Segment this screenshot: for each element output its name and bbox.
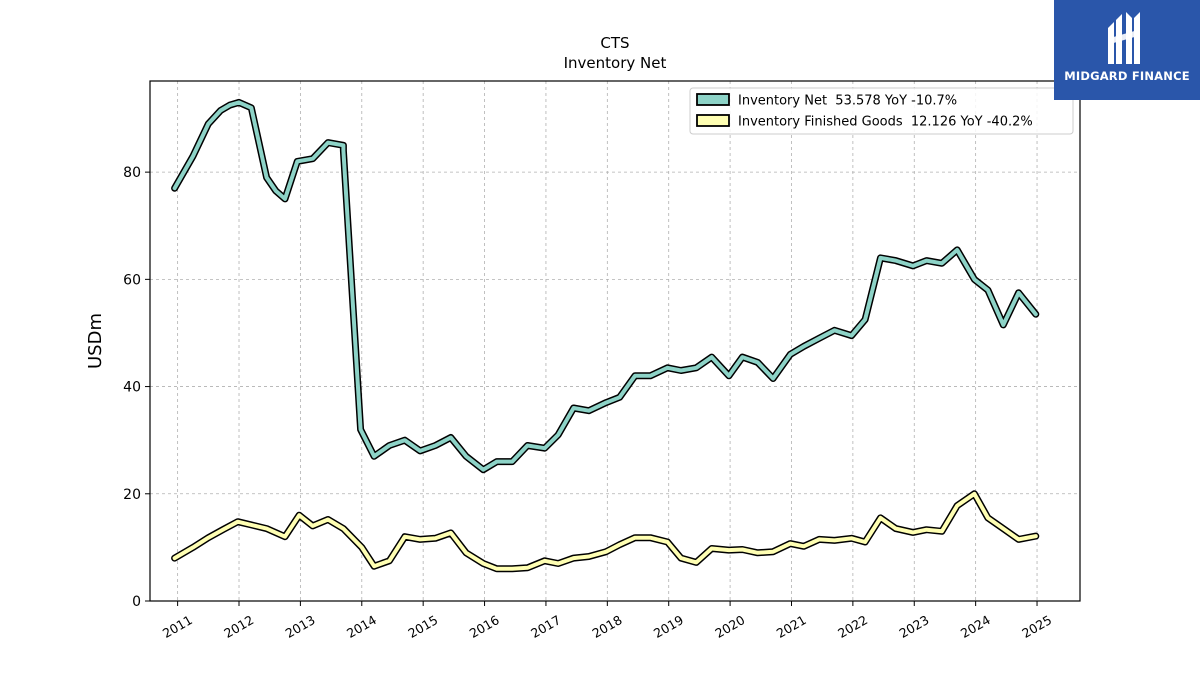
legend-label-2: Inventory Finished Goods 12.126 YoY -40.… [738, 115, 1033, 130]
logo-text: MIDGARD FINANCE [1064, 69, 1190, 83]
chart-subtitle: Inventory Net [564, 54, 667, 72]
logo-mark-icon [1108, 12, 1140, 64]
brand-logo: MIDGARD FINANCE [1054, 0, 1200, 100]
x-tick-label: 2011 [160, 612, 195, 641]
grid-lines [150, 81, 1080, 602]
x-tick-label: 2024 [958, 612, 993, 641]
legend: Inventory Net 53.578 YoY -10.7% Inventory… [689, 87, 1074, 135]
x-tick-label: 2020 [712, 612, 747, 641]
series-outline-1 [171, 98, 1040, 474]
x-tick-label: 2025 [1019, 612, 1054, 641]
y-tick-label: 40 [123, 380, 141, 396]
x-axis: 2011 2012 2013 2014 2015 2016 2017 2018 2019 2020… [160, 601, 1054, 641]
chart-title: CTS [600, 34, 629, 52]
y-tick-label: 80 [123, 165, 141, 181]
legend-swatch-2 [696, 114, 730, 127]
y-tick-label: 20 [123, 487, 141, 503]
y-axis-label: USDm [85, 313, 106, 369]
legend-swatch-1 [696, 93, 730, 106]
x-tick-label: 2019 [651, 612, 686, 641]
x-tick-label: 2021 [774, 612, 809, 641]
legend-label-1: Inventory Net 53.578 YoY -10.7% [738, 94, 957, 109]
y-axis: 0 20 40 60 80 [123, 165, 150, 610]
y-tick-label: 0 [132, 594, 141, 610]
x-tick-label: 2018 [590, 612, 625, 641]
x-tick-label: 2015 [405, 612, 440, 641]
x-tick-label: 2023 [896, 612, 931, 641]
plot-frame [149, 80, 1081, 602]
legend-box [689, 87, 1074, 135]
x-tick-label: 2012 [221, 612, 256, 641]
series-layer [171, 98, 1040, 573]
x-tick-label: 2014 [344, 612, 379, 641]
x-tick-label: 2016 [467, 612, 502, 641]
x-tick-label: 2017 [528, 612, 563, 641]
series-line-2 [172, 491, 1038, 571]
series-line-1 [172, 100, 1038, 472]
x-tick-label: 2022 [835, 612, 870, 641]
y-tick-label: 60 [123, 272, 141, 288]
x-tick-label: 2013 [283, 612, 318, 641]
